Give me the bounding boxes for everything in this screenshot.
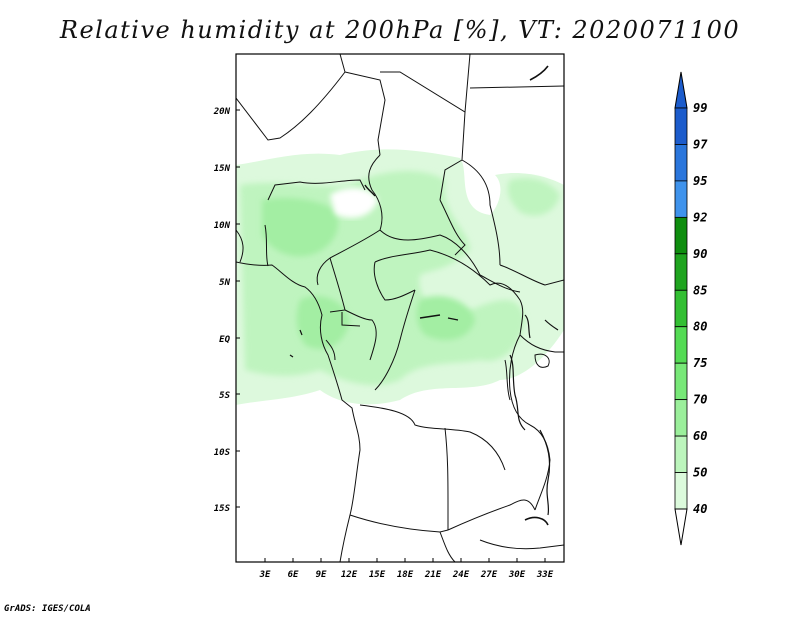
colorbar-segment [674,472,688,510]
colorbar-segment [674,362,688,401]
lat-label: 15S [214,504,231,514]
map-title: Relative humidity at 200hPa [%], VT: 202… [59,16,741,44]
colorbar-segment [674,71,688,109]
lon-label: 21E [424,570,442,580]
country-borders [236,54,564,562]
colorbar-segment [674,435,688,473]
colorbar-label: 97 [693,137,708,151]
lat-label: 10S [214,448,231,458]
colorbar-segment [674,107,688,145]
colorbar-label: 90 [693,247,707,261]
colorbar-label: 80 [693,320,707,334]
colorbar-segment [674,508,688,546]
colorbar-label: 85 [693,283,707,297]
grads-credit: GrADS: IGES/COLA [4,604,91,614]
lon-label: 33E [536,570,554,580]
lat-label: 5N [219,278,230,288]
lon-label: 15E [369,570,386,580]
colorbar-segment [674,326,688,364]
lon-label: 3E [259,570,271,580]
colorbar-label: 70 [693,393,707,407]
lon-label: 12E [341,570,358,580]
map-frame [235,53,565,563]
colorbar: 99 97 95 92 90 85 80 75 70 60 50 40 [674,71,708,546]
colorbar-label: 60 [693,429,707,443]
lon-label: 9E [316,570,327,580]
latitude-ticks [236,109,240,508]
colorbar-label: 99 [693,101,707,115]
lon-label: 6E [288,570,299,580]
longitude-ticks [264,558,546,562]
lon-label: 18E [397,570,414,580]
colorbar-segment [674,399,688,437]
colorbar-label: 95 [693,174,707,188]
colorbar-label: 40 [693,502,707,516]
lon-label: 30E [508,570,526,580]
colorbar-segment [674,216,688,255]
longitude-axis: 3E 6E 9E 12E 15E 18E 21E 24E 27E 30E 33E [259,570,554,580]
humidity-field [236,149,564,405]
colorbar-segment [674,289,688,328]
latitude-axis: 20N 15N 10N 5N EQ 5S 10S 15S [213,107,231,514]
lat-label: 5S [219,391,230,401]
colorbar-segment [674,144,688,182]
lat-label: 10N [214,221,231,231]
colorbar-label: 75 [693,356,707,370]
lon-label: 27E [480,570,498,580]
lat-label: 20N [213,107,231,117]
lon-label: 24E [452,570,470,580]
colorbar-segment [674,180,688,218]
colorbar-label: 50 [693,466,707,480]
colorbar-segment [674,253,688,291]
colorbar-label: 92 [693,210,707,224]
lat-label: 15N [214,164,231,174]
lat-label: EQ [219,335,230,345]
